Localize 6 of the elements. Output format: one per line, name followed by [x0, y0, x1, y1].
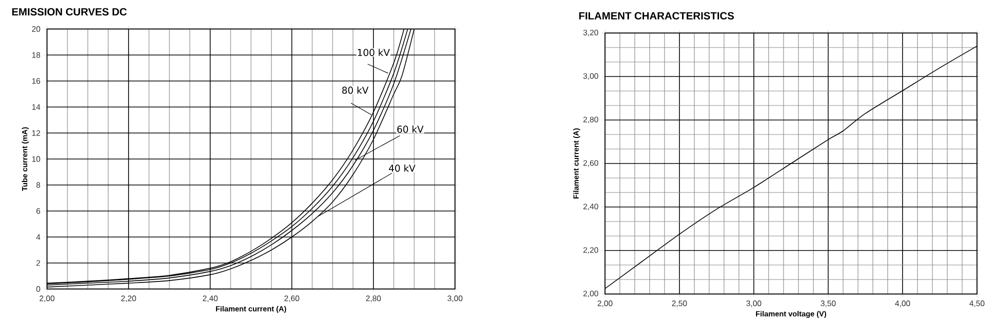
annotation: 40 kV [388, 164, 416, 172]
chart-title: FILAMENT CHARACTERISTICS [579, 12, 734, 20]
annotation: 100 kV [358, 48, 390, 56]
chart-title: EMISSION CURVES DC [12, 8, 127, 16]
annotation: 80 kV [342, 86, 368, 94]
annotation: 60 kV [397, 125, 424, 133]
